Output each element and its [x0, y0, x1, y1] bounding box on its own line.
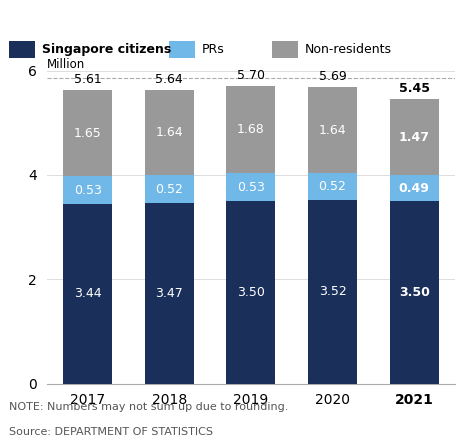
Text: 0.49: 0.49	[399, 182, 430, 195]
Bar	[308, 173, 357, 200]
Text: Million: Million	[47, 58, 85, 71]
Bar	[227, 201, 275, 384]
Text: 0.52: 0.52	[318, 180, 347, 193]
Text: 1.47: 1.47	[399, 131, 430, 144]
Text: 3.50: 3.50	[399, 286, 430, 299]
Text: 3.52: 3.52	[318, 285, 347, 298]
Text: 3.50: 3.50	[237, 286, 265, 299]
Text: 5.69: 5.69	[318, 70, 347, 83]
Text: 5.45: 5.45	[399, 82, 430, 94]
Bar	[145, 202, 194, 384]
Text: 3.47: 3.47	[155, 287, 183, 299]
Bar	[227, 86, 275, 173]
Text: 0.52: 0.52	[155, 183, 183, 195]
Bar	[390, 176, 439, 201]
Text: TOTAL POPULATION BY RESIDENCY STATUS: TOTAL POPULATION BY RESIDENCY STATUS	[9, 9, 364, 24]
Text: PRs: PRs	[202, 43, 225, 56]
Text: 5.70: 5.70	[237, 68, 265, 82]
Bar	[145, 176, 194, 202]
Text: 0.53: 0.53	[74, 184, 102, 197]
Text: 1.64: 1.64	[156, 126, 183, 139]
Text: 3.44: 3.44	[74, 288, 101, 300]
Bar	[390, 201, 439, 384]
Text: NOTE: Numbers may not sum up due to rounding.: NOTE: Numbers may not sum up due to roun…	[9, 402, 289, 412]
Bar	[63, 204, 112, 384]
Text: 1.64: 1.64	[319, 123, 346, 137]
Bar	[63, 90, 112, 176]
Text: Source: DEPARTMENT OF STATISTICS: Source: DEPARTMENT OF STATISTICS	[9, 426, 213, 437]
Text: 5.64: 5.64	[155, 73, 183, 86]
Bar	[63, 176, 112, 204]
Text: 0.53: 0.53	[237, 181, 265, 194]
FancyBboxPatch shape	[169, 41, 195, 58]
Text: 1.65: 1.65	[74, 127, 102, 140]
Text: 1.68: 1.68	[237, 123, 265, 136]
FancyBboxPatch shape	[9, 41, 35, 58]
Text: Singapore citizens: Singapore citizens	[42, 43, 172, 56]
Text: 5.61: 5.61	[74, 73, 102, 86]
Bar	[308, 200, 357, 384]
Bar	[390, 99, 439, 176]
Bar	[145, 90, 194, 176]
FancyBboxPatch shape	[272, 41, 298, 58]
Bar	[308, 87, 357, 173]
Bar	[227, 173, 275, 201]
Text: Non-residents: Non-residents	[305, 43, 392, 56]
